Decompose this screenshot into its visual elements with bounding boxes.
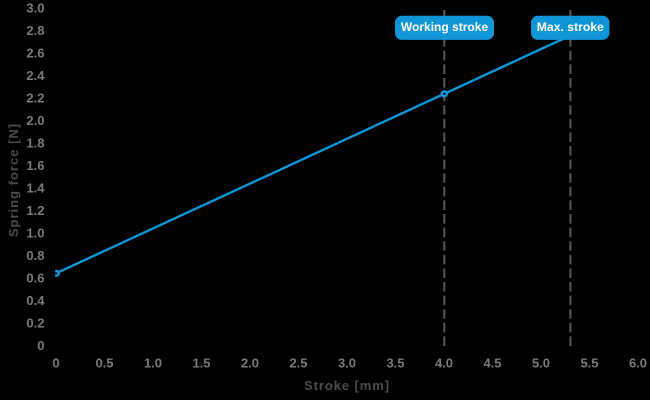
svg-text:Stroke [mm]: Stroke [mm]	[304, 378, 390, 393]
svg-text:1.4: 1.4	[26, 180, 45, 195]
svg-text:1.0: 1.0	[26, 225, 44, 240]
svg-text:2.6: 2.6	[26, 45, 44, 60]
svg-text:4.5: 4.5	[483, 356, 501, 371]
svg-text:0.6: 0.6	[26, 270, 44, 285]
svg-text:Working stroke: Working stroke	[401, 20, 488, 34]
svg-text:3.0: 3.0	[26, 0, 44, 15]
svg-text:0.8: 0.8	[26, 248, 44, 263]
svg-text:2.8: 2.8	[26, 23, 44, 38]
svg-text:3.5: 3.5	[386, 356, 404, 371]
svg-text:2.2: 2.2	[26, 90, 44, 105]
svg-text:0.2: 0.2	[26, 315, 44, 330]
svg-text:0.5: 0.5	[95, 356, 113, 371]
svg-text:2.0: 2.0	[241, 356, 259, 371]
svg-text:6.0: 6.0	[629, 356, 647, 371]
svg-text:1.0: 1.0	[144, 356, 162, 371]
svg-text:5.5: 5.5	[580, 356, 598, 371]
svg-text:0.4: 0.4	[26, 293, 45, 308]
svg-text:3.0: 3.0	[338, 356, 356, 371]
svg-text:0: 0	[52, 356, 59, 371]
svg-text:0: 0	[37, 338, 44, 353]
svg-text:1.5: 1.5	[192, 356, 210, 371]
svg-text:5.0: 5.0	[532, 356, 550, 371]
svg-text:2.4: 2.4	[26, 68, 45, 83]
svg-text:1.6: 1.6	[26, 158, 44, 173]
svg-text:4.0: 4.0	[435, 356, 453, 371]
svg-text:Max. stroke: Max. stroke	[537, 20, 604, 34]
svg-text:2.5: 2.5	[289, 356, 307, 371]
svg-text:Spring force [N]: Spring force [N]	[6, 123, 21, 237]
svg-text:1.8: 1.8	[26, 135, 44, 150]
svg-text:1.2: 1.2	[26, 203, 44, 218]
svg-text:2.0: 2.0	[26, 113, 44, 128]
